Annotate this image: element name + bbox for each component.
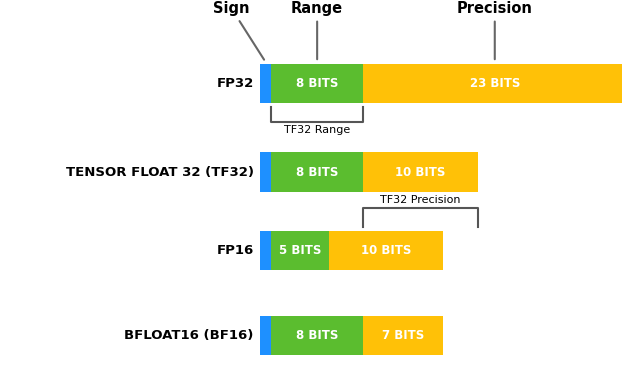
Bar [260, 231, 271, 270]
Text: FP16: FP16 [216, 244, 254, 257]
Bar [271, 64, 363, 103]
Text: 10 BITS: 10 BITS [395, 165, 446, 178]
Bar [329, 231, 443, 270]
Bar [363, 152, 478, 192]
Text: Range: Range [291, 1, 343, 59]
Text: 8 BITS: 8 BITS [296, 165, 338, 178]
Bar [271, 152, 363, 192]
Bar [271, 316, 363, 355]
Text: TENSOR FLOAT 32 (TF32): TENSOR FLOAT 32 (TF32) [66, 165, 254, 178]
Text: 23 BITS: 23 BITS [469, 77, 520, 90]
Text: BFLOAT16 (BF16): BFLOAT16 (BF16) [124, 329, 254, 342]
Bar [260, 64, 271, 103]
Text: 7 BITS: 7 BITS [382, 329, 424, 342]
Bar [363, 316, 443, 355]
Bar [363, 64, 625, 103]
Bar [260, 152, 271, 192]
Text: 10 BITS: 10 BITS [361, 244, 411, 257]
Text: Sign: Sign [213, 1, 264, 60]
Text: TF32 Precision: TF32 Precision [380, 195, 461, 205]
Bar [260, 316, 271, 355]
Text: 8 BITS: 8 BITS [296, 77, 338, 90]
Text: Precision: Precision [457, 1, 532, 59]
Text: FP32: FP32 [216, 77, 254, 90]
Text: TF32 Range: TF32 Range [284, 125, 350, 135]
Text: 5 BITS: 5 BITS [279, 244, 321, 257]
Bar [271, 231, 329, 270]
Text: 8 BITS: 8 BITS [296, 329, 338, 342]
